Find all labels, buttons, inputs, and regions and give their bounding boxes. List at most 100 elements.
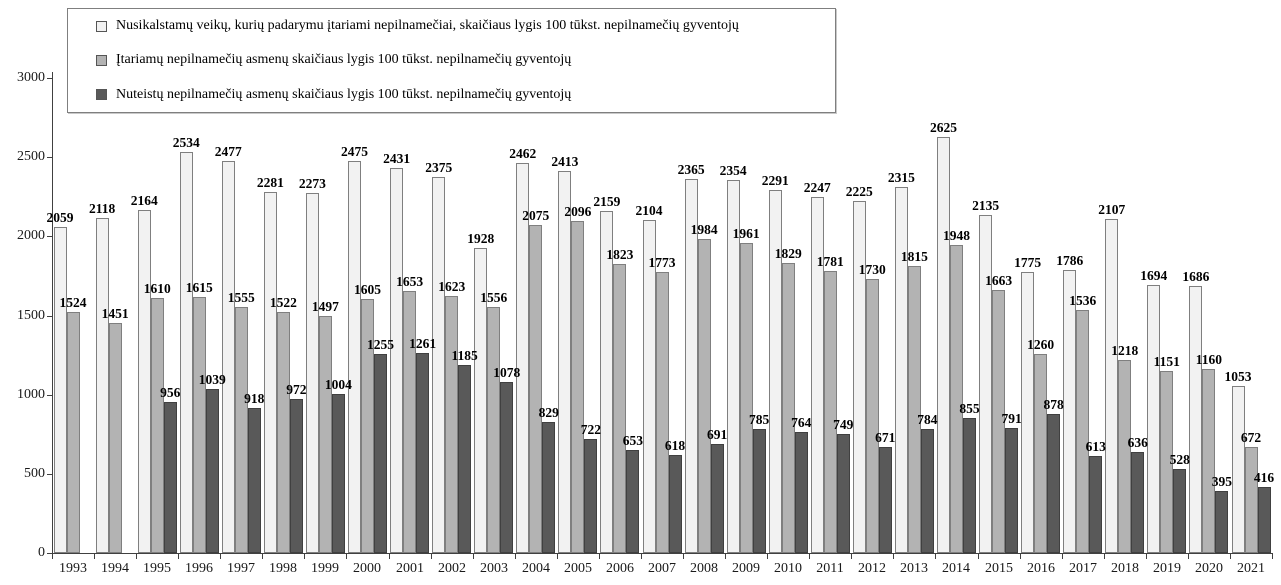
- x-tick-label: 2017: [1069, 561, 1097, 576]
- x-axis-tick: [1188, 554, 1189, 559]
- bar-value-label: 1536: [1069, 292, 1097, 308]
- x-tick-label: 2015: [985, 561, 1013, 576]
- x-axis-tick: [52, 554, 53, 559]
- x-axis-tick: [1230, 554, 1231, 559]
- bar: [950, 244, 963, 553]
- bar-value-label: 1829: [774, 246, 802, 262]
- x-tick-label: 2008: [690, 561, 718, 576]
- bar: [739, 242, 753, 553]
- bar: [361, 298, 374, 553]
- x-axis-tick: [1272, 554, 1273, 559]
- bar-value-label: 784: [917, 411, 938, 427]
- x-axis-tick: [893, 554, 894, 559]
- bar: [221, 160, 235, 553]
- x-tick-label: 1997: [227, 561, 255, 576]
- bar: [458, 365, 472, 553]
- bar: [1244, 446, 1258, 553]
- bar-value-label: 1686: [1182, 269, 1210, 285]
- legend-swatch-icon: [96, 20, 107, 32]
- bar: [1257, 487, 1271, 553]
- bar: [516, 163, 530, 553]
- bar: [305, 193, 319, 553]
- legend: Nusikalstamų veikų, kurių padarymu įtari…: [67, 8, 836, 113]
- x-axis-tick: [1104, 554, 1105, 559]
- x-tick-label: 1993: [59, 561, 87, 576]
- y-tick-label: 1000: [17, 387, 45, 402]
- bar: [1118, 360, 1132, 553]
- bar: [894, 186, 908, 553]
- bar: [390, 168, 404, 553]
- bar-value-label: 764: [791, 415, 812, 430]
- bar: [697, 238, 711, 553]
- bar: [1105, 219, 1119, 553]
- x-tick-label: 2016: [1027, 561, 1055, 576]
- x-tick-label: 1995: [143, 561, 171, 576]
- bar-value-label: 1615: [185, 280, 213, 296]
- bar: [234, 306, 248, 553]
- y-tick-label: 2500: [17, 149, 45, 164]
- x-axis-tick: [220, 554, 221, 559]
- bar-value-label: 2375: [425, 160, 453, 175]
- bar: [192, 297, 206, 553]
- bar-value-label: 1694: [1140, 267, 1168, 283]
- legend-item-label: Nuteistų nepilnamečių asmenų skaičiaus l…: [116, 86, 572, 102]
- bar: [571, 221, 585, 553]
- x-tick-label: 2003: [480, 561, 508, 576]
- bar-value-label: 791: [1001, 410, 1022, 426]
- y-tick-label: 500: [24, 466, 45, 481]
- bar-value-label: 1653: [396, 274, 424, 290]
- bar: [1202, 369, 1216, 553]
- x-tick-label: 1994: [101, 561, 129, 576]
- x-tick-label: 1998: [269, 561, 297, 576]
- bar-value-label: 2354: [719, 163, 747, 179]
- bar-value-label: 749: [833, 417, 854, 433]
- bar-value-label: 1261: [409, 336, 437, 352]
- bar-value-label: 2075: [522, 207, 550, 223]
- bar: [655, 272, 669, 553]
- bar-value-label: 1773: [648, 255, 676, 271]
- x-tick-label: 2001: [396, 561, 424, 576]
- legend-swatch-icon: [96, 89, 107, 101]
- x-axis-tick: [473, 554, 474, 559]
- bar-value-label: 1948: [943, 227, 970, 243]
- bar: [907, 265, 921, 553]
- bar-value-label: 956: [160, 384, 181, 400]
- bar: [263, 191, 277, 553]
- y-tick-label: 1500: [17, 308, 45, 323]
- x-axis-tick: [683, 554, 684, 559]
- x-tick-label: 2000: [353, 561, 381, 576]
- bar: [416, 353, 430, 553]
- bar-value-label: 653: [622, 432, 644, 448]
- legend-item: Įtariamų nepilnamečių asmenų skaičiaus l…: [96, 43, 835, 77]
- bar: [331, 394, 345, 553]
- bar: [768, 190, 782, 553]
- bar-value-label: 2431: [383, 151, 411, 167]
- bar: [920, 428, 934, 553]
- bar: [163, 401, 177, 553]
- x-axis-tick: [978, 554, 979, 559]
- x-axis-tick: [725, 554, 726, 559]
- bar: [205, 388, 219, 553]
- bar: [794, 432, 808, 553]
- bar-value-label: 2413: [551, 153, 579, 169]
- bar-value-label: 1984: [690, 221, 718, 237]
- bar-value-label: 1522: [269, 295, 297, 310]
- x-axis-tick: [262, 554, 263, 559]
- y-axis-line: [52, 72, 53, 554]
- bar: [276, 312, 290, 553]
- legend-item-label: Įtariamų nepilnamečių asmenų skaičiaus l…: [116, 52, 572, 68]
- bar: [403, 291, 417, 553]
- bar-value-label: 1610: [143, 281, 171, 297]
- x-axis-tick: [851, 554, 852, 559]
- bar: [1131, 452, 1145, 553]
- bar: [1005, 427, 1019, 553]
- bar: [445, 296, 459, 553]
- bar-value-label: 1451: [101, 306, 129, 322]
- bar: [710, 443, 724, 553]
- bar: [1231, 386, 1245, 553]
- x-axis-tick: [557, 554, 558, 559]
- bar: [1021, 272, 1035, 553]
- bar: [289, 399, 303, 553]
- bar: [836, 434, 850, 553]
- x-axis-tick: [1062, 554, 1063, 559]
